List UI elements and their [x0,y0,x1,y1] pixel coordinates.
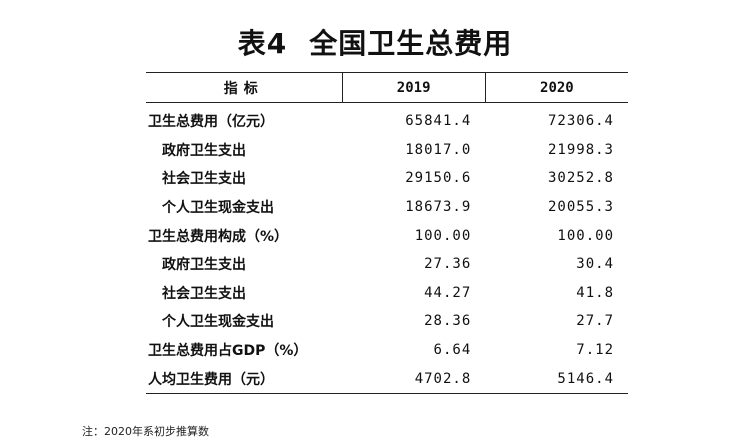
table-title: 表4 全国卫生总费用 [0,22,750,62]
value-2019: 18673.9 [405,199,472,216]
row-label: 政府卫生支出 [162,142,246,159]
table-title-text: 全国卫生总费用 [309,27,513,60]
value-2020: 41.8 [576,284,614,301]
table-row: 卫生总费用（亿元） 65841.4 72306.4 [146,103,628,136]
value-2020: 72306.4 [547,113,614,130]
table-row: 个人卫生现金支出 18673.9 20055.3 [146,193,628,222]
row-label: 个人卫生现金支出 [162,314,274,331]
value-2020: 5146.4 [485,364,628,394]
value-2019: 6.64 [433,342,472,359]
table-row: 卫生总费用占GDP（%） 6.64 7.12 [146,336,628,365]
table-row: 人均卫生费用（元） 4702.8 5146.4 [146,364,628,394]
row-label: 政府卫生支出 [162,257,246,274]
row-label: 人均卫生费用（元） [146,364,343,394]
value-2019: 44.27 [424,284,472,301]
footnote: 注：2020年系初步推算数 [82,425,209,438]
table-row: 卫生总费用构成（%） 100.00 100.00 [146,221,628,250]
table-row: 社会卫生支出 29150.6 30252.8 [146,164,628,193]
value-2020: 100.00 [557,227,614,244]
value-2020: 7.12 [576,342,614,359]
header-indicator: 指标 [146,72,343,103]
value-2019: 29150.6 [405,170,472,187]
value-2019: 4702.8 [342,364,486,394]
expenditure-table: 指标 2019 2020 卫生总费用（亿元） 65841.4 72306.4 政… [146,72,628,394]
value-2019: 100.00 [414,227,472,244]
table-row: 社会卫生支出 44.27 41.8 [146,279,628,308]
table-number: 表4 [237,27,288,60]
header-year-2019: 2019 [342,72,486,103]
value-2019: 27.36 [424,256,472,273]
row-label: 卫生总费用构成（%） [148,228,289,245]
row-label: 社会卫生支出 [162,285,246,302]
value-2020: 30.4 [576,256,614,273]
value-2020: 21998.3 [547,141,614,158]
value-2019: 18017.0 [405,141,472,158]
value-2020: 27.7 [576,313,614,330]
header-year-2020: 2020 [485,72,628,103]
value-2020: 30252.8 [547,170,614,187]
row-label: 社会卫生支出 [162,171,246,188]
value-2019: 65841.4 [405,113,472,130]
value-2019: 28.36 [424,313,472,330]
row-label: 卫生总费用占GDP（%） [148,343,308,360]
table-row: 政府卫生支出 18017.0 21998.3 [146,136,628,165]
row-label: 卫生总费用（亿元） [148,114,274,131]
table-row: 个人卫生现金支出 28.36 27.7 [146,307,628,336]
header-row: 指标 2019 2020 [146,72,628,103]
table-row: 政府卫生支出 27.36 30.4 [146,250,628,279]
row-label: 个人卫生现金支出 [162,200,274,217]
value-2020: 20055.3 [547,199,614,216]
